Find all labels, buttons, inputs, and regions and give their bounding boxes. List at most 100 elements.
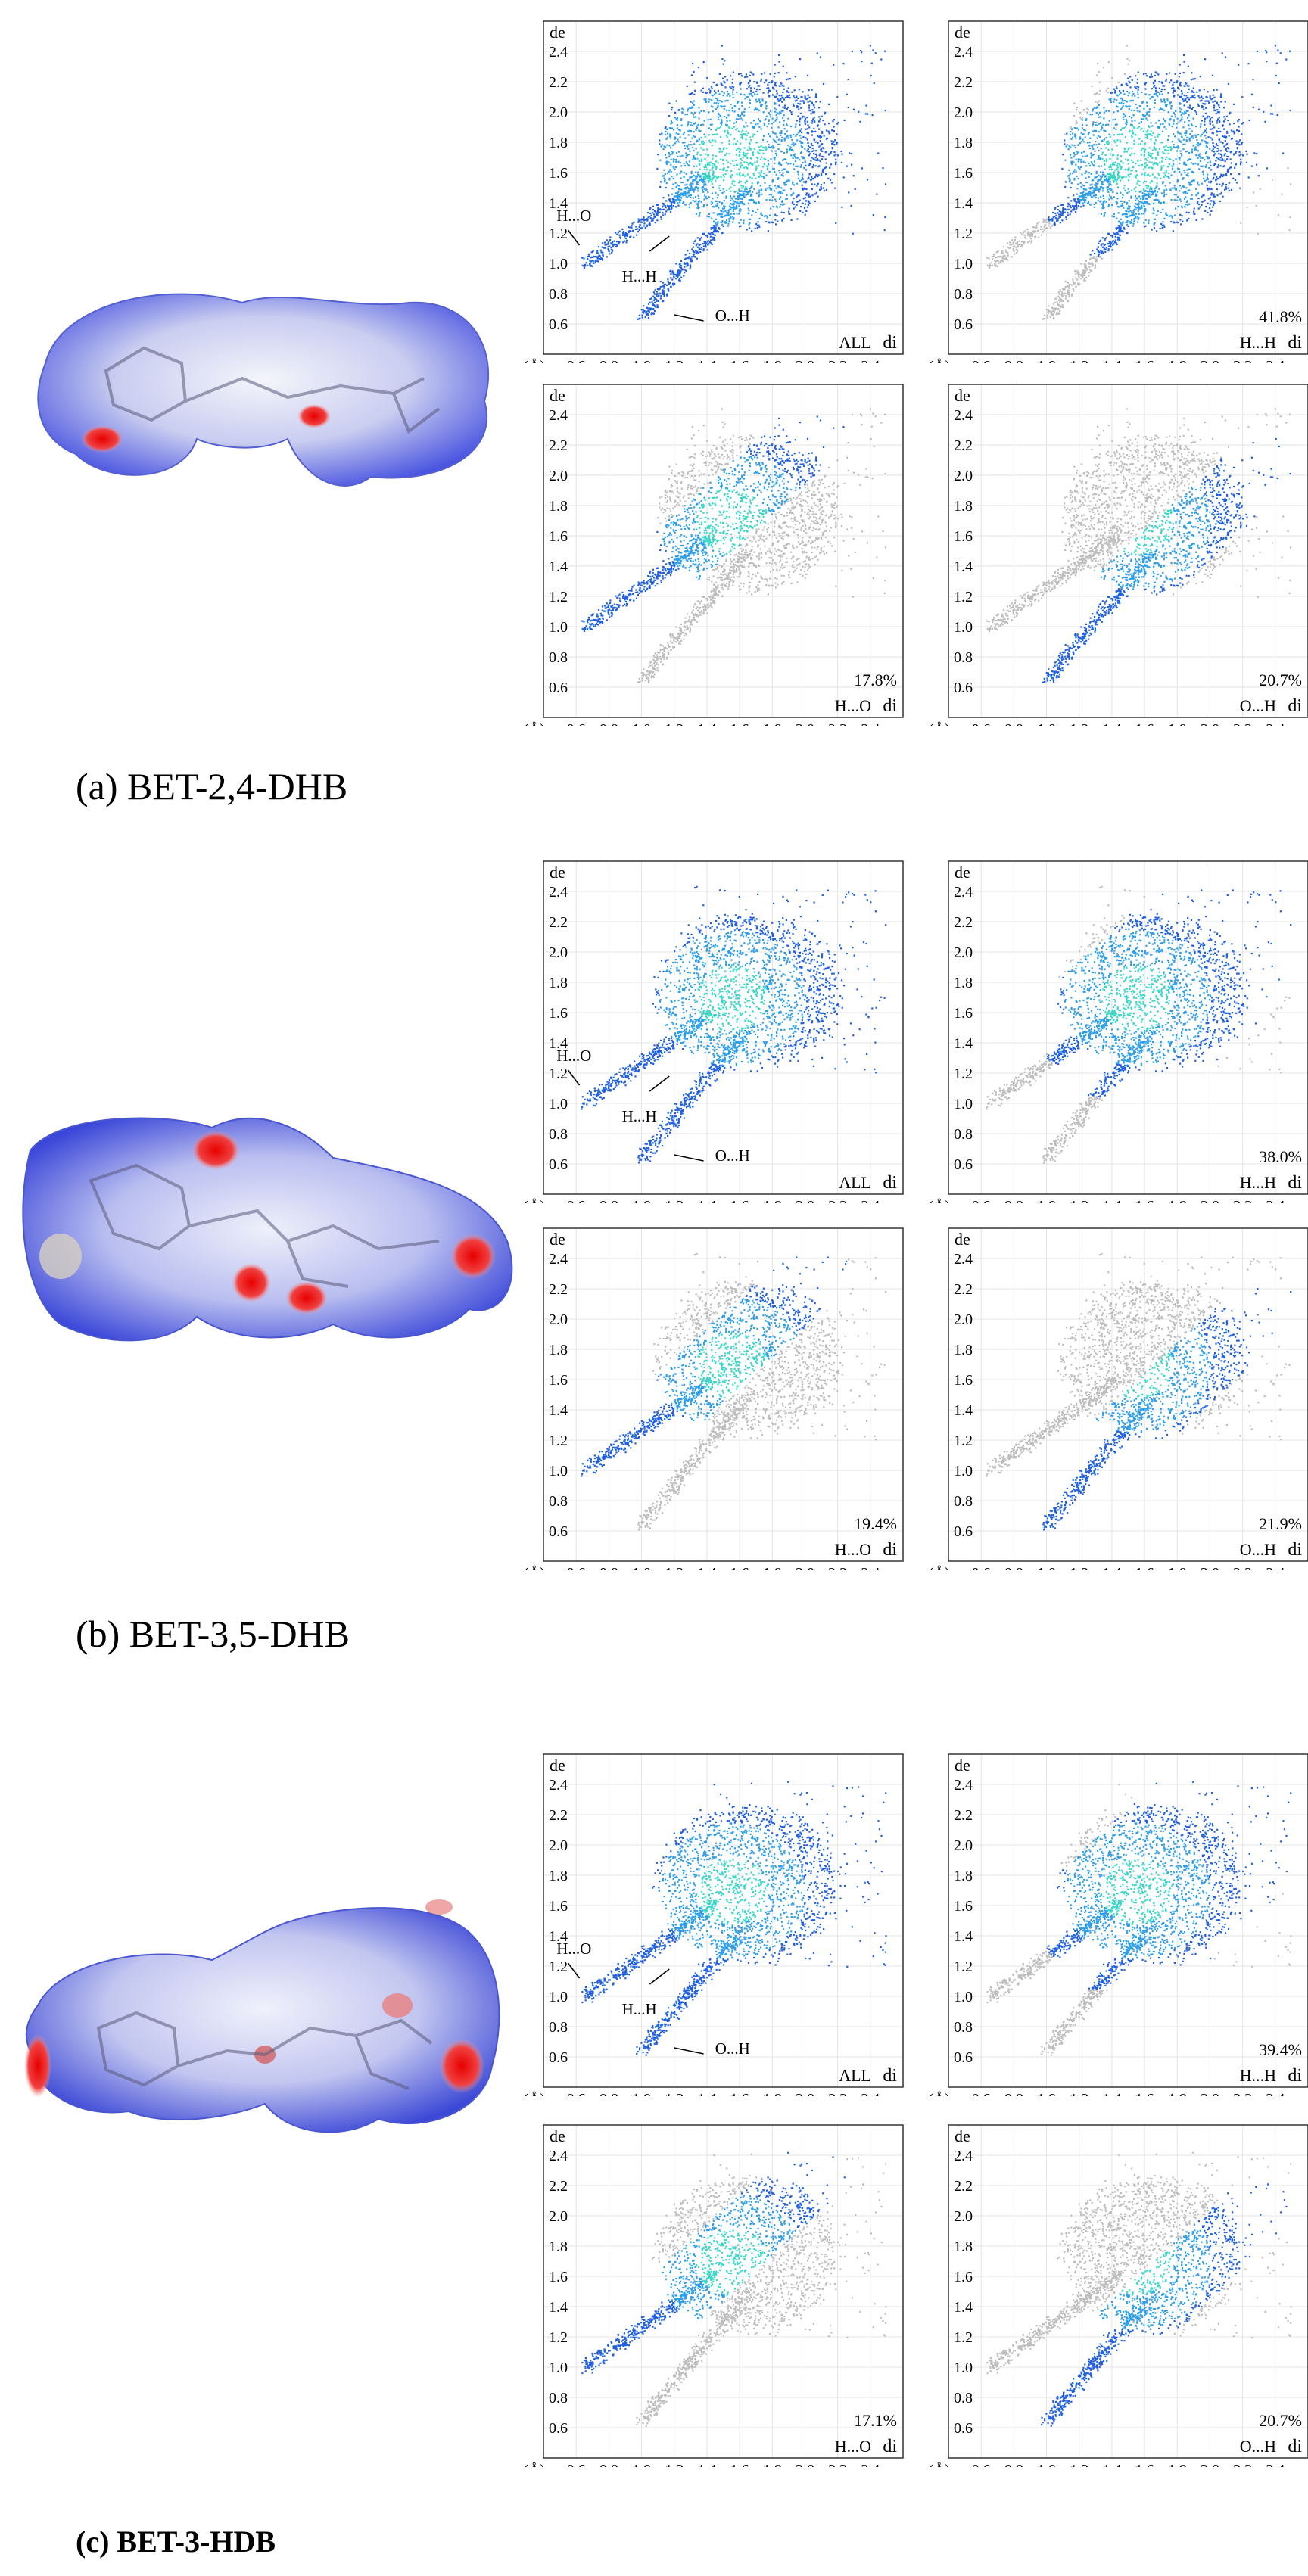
data-point [799,112,802,115]
data-point [773,76,775,78]
data-point [821,158,824,160]
data-point [689,257,691,260]
data-point [592,250,594,252]
data-point [1176,180,1179,182]
data-point [774,96,776,98]
data-point [681,154,684,157]
data-point [781,219,783,221]
data-point [1095,187,1097,189]
data-point [1219,141,1222,143]
data-point [1085,269,1087,272]
data-point [1030,239,1033,241]
data-point [744,98,746,100]
data-point [706,177,708,179]
data-point [657,207,659,210]
data-point [711,168,713,170]
data-point [749,148,752,150]
data-point [664,179,666,182]
data-point [1137,86,1140,89]
data-point [594,261,596,264]
data-point [708,171,710,173]
data-point [1138,201,1141,203]
data-point [1071,132,1074,135]
data-point [696,252,698,254]
data-point [1110,168,1113,170]
data-point [743,126,746,128]
data-point [684,263,687,265]
data-point [1168,177,1170,179]
data-point [1209,188,1211,190]
data-point [721,45,723,47]
data-point [740,134,743,137]
data-point [1067,285,1070,288]
data-point [1097,124,1099,126]
data-point [739,190,741,192]
data-point [1212,142,1214,144]
data-point [686,179,688,182]
data-point [1265,50,1267,52]
data-point [597,246,600,248]
data-point [712,225,715,227]
data-point [736,213,738,215]
data-point [721,169,724,171]
data-point [726,136,728,138]
data-point [804,120,806,122]
data-point [1224,188,1226,191]
data-point [1095,189,1097,191]
data-point [771,222,774,224]
data-point [1192,87,1194,89]
data-point [1068,169,1070,171]
data-point [721,220,724,222]
data-point [1141,101,1144,104]
data-point [1185,82,1188,85]
data-point [682,194,684,196]
data-point [1077,282,1079,285]
data-point [1185,134,1187,136]
data-point [1129,222,1132,224]
data-point [679,162,682,164]
data-point [1153,93,1155,95]
data-point [1059,222,1061,224]
data-point [1102,183,1104,186]
data-point [663,284,665,286]
data-point [831,142,833,145]
data-point [674,195,676,198]
data-point [694,239,697,241]
data-point [1218,130,1220,133]
fingerprint-plot: 0.60.81.01.21.41.61.82.02.22.40.60.81.01… [522,15,912,375]
data-point [811,157,813,159]
data-point [789,134,792,136]
data-point [786,135,789,137]
data-point [760,212,762,214]
data-point [1179,219,1182,221]
data-point [793,97,796,99]
data-point [753,188,755,190]
data-point [1182,185,1184,188]
data-point [1070,207,1072,209]
data-point [1084,274,1086,276]
data-point [1187,97,1189,99]
data-point [743,222,745,225]
data-point [1138,207,1140,209]
data-point [752,154,755,156]
data-point [755,90,758,92]
data-point [710,200,712,203]
data-point [736,127,738,129]
data-point [1158,174,1160,176]
data-point [687,257,690,260]
data-point [702,243,704,245]
data-point [703,232,705,235]
data-point [804,203,806,205]
data-point [1007,259,1009,261]
data-point [783,123,785,126]
data-point [738,173,740,176]
data-point [691,188,693,191]
data-point [697,207,700,210]
data-point [671,122,674,124]
data-point [710,232,712,234]
data-point [721,83,723,86]
data-point [1182,191,1185,194]
data-point [1116,163,1119,165]
data-point [884,216,886,219]
contact-label: ALL [839,333,871,352]
